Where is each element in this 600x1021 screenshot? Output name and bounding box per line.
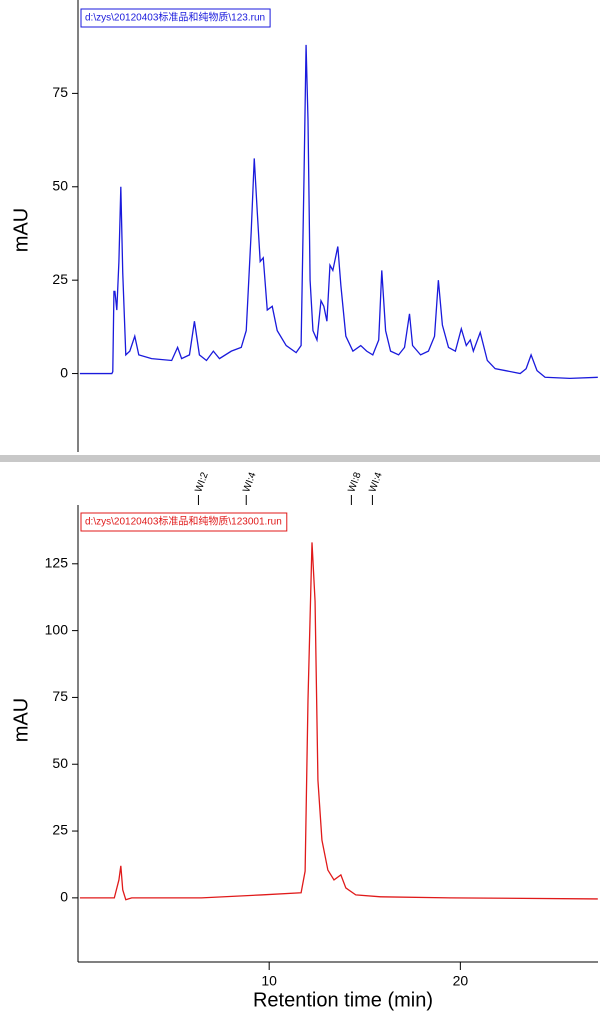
legend-entry: d:\zys\20120403标准品和纯物质\123.run [85,11,265,24]
event-label: WI:8 [346,470,364,493]
y-tick-label: 0 [60,364,68,380]
y-axis-label: mAU [10,698,32,742]
legend-box [80,8,271,28]
y-tick-label: 25 [52,271,68,287]
y-tick-label: 75 [52,688,68,704]
y-tick-label: 25 [52,822,68,838]
event-label: WI:4 [241,470,259,493]
trace [79,542,598,901]
y-axis-label: mAU [10,208,32,252]
event-label: WI:4 [367,470,385,493]
event-label: WI:2 [193,470,211,493]
trace [79,44,598,380]
x-tick-label: 10 [261,973,277,989]
y-tick-label: 100 [45,621,69,637]
y-tick-label: 125 [45,554,69,570]
legend-box [80,512,288,532]
y-tick-label: 50 [52,177,68,193]
legend-entry: d:\zys\20120403标准品和纯物质\123001.run [85,515,282,528]
x-axis-label: Retention time (min) [253,989,433,1011]
x-tick-label: 20 [453,973,469,989]
y-tick-label: 75 [52,84,68,100]
panel-separator [0,455,600,462]
y-tick-label: 0 [60,889,68,905]
y-tick-label: 50 [52,755,68,771]
